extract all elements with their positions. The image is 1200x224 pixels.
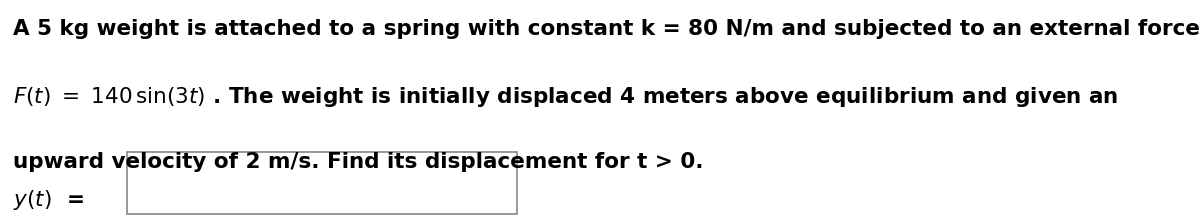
Text: $\mathit{F}(t)\ =\ 140\,\sin(3t)$ . The weight is initially displaced 4 meters a: $\mathit{F}(t)\ =\ 140\,\sin(3t)$ . The … [12, 85, 1118, 110]
FancyBboxPatch shape [127, 152, 517, 214]
Text: $\mathit{y}(t)$  =: $\mathit{y}(t)$ = [12, 187, 84, 211]
Text: A 5 kg weight is attached to a spring with constant k = 80 N/m and subjected to : A 5 kg weight is attached to a spring wi… [12, 19, 1200, 39]
Text: upward velocity of 2 m/s. Find its displacement for t > 0.: upward velocity of 2 m/s. Find its displ… [12, 152, 703, 172]
